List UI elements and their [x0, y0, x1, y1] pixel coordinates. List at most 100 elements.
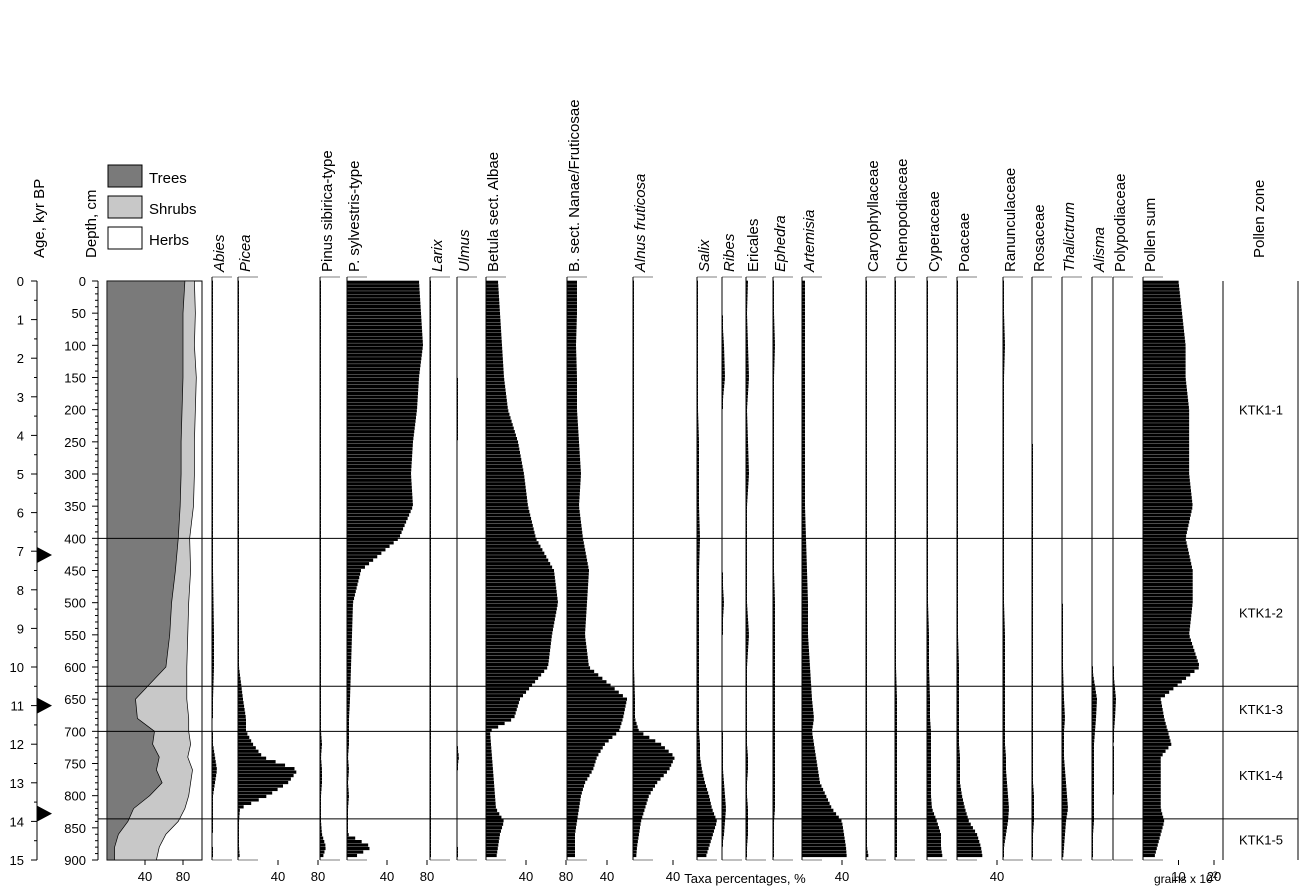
- bar-ephedra: [773, 846, 774, 851]
- bar-alnus: [633, 812, 644, 816]
- bar-cyperaceae: [927, 305, 928, 309]
- bar-alnus: [633, 666, 635, 670]
- bar-larix: [430, 395, 431, 399]
- bar-salix: [697, 419, 699, 423]
- bar-artemisia: [802, 475, 805, 479]
- bar-pinus_sibirica: [320, 833, 323, 837]
- bar-cyperaceae: [927, 593, 928, 597]
- bar-ranunculaceae: [1003, 381, 1004, 385]
- bar-ephedra: [773, 437, 774, 441]
- bar-p_sylvestris: [347, 440, 413, 444]
- bar-caryophyllaceae: [866, 787, 867, 792]
- bar-rosaceae: [1032, 763, 1033, 767]
- bar-salix: [697, 499, 699, 503]
- bar-ericales: [746, 763, 748, 767]
- bar-larix: [430, 593, 431, 597]
- bar-cyperaceae: [927, 829, 941, 833]
- bar-ericales: [746, 520, 747, 524]
- bar-ephedra: [773, 812, 775, 816]
- bar-pollen_sum: [1143, 725, 1167, 729]
- bar-picea: [238, 464, 239, 469]
- bar-alnus: [633, 346, 634, 350]
- bar-larix: [430, 652, 431, 656]
- bar-ericales: [746, 641, 749, 646]
- bar-cyperaceae: [927, 336, 928, 340]
- bar-ericales: [746, 655, 748, 660]
- bar-chenopodiaceae: [895, 353, 896, 357]
- bar-betula_albae: [486, 683, 533, 687]
- bar-chenopodiaceae: [895, 468, 896, 472]
- zone-header: Pollen zone: [1251, 180, 1268, 258]
- bar-picea: [238, 760, 276, 764]
- bar-poaceae: [957, 381, 958, 385]
- bar-salix: [697, 624, 699, 628]
- bar-p_sylvestris: [347, 655, 352, 660]
- bar-poaceae: [957, 305, 958, 309]
- bar-ephedra: [773, 496, 774, 500]
- bar-abies: [212, 593, 214, 597]
- bar-chenopodiaceae: [895, 377, 896, 382]
- bar-betula_albae: [486, 405, 508, 409]
- bar-pollen_sum: [1143, 773, 1161, 778]
- bar-betula_albae: [486, 739, 491, 743]
- bar-betula_albae: [486, 767, 493, 771]
- bar-pollen_sum: [1143, 603, 1193, 607]
- bar-chenopodiaceae: [895, 586, 896, 590]
- bar-betula_albae: [486, 648, 551, 653]
- bar-alnus: [633, 562, 634, 566]
- bar-abies: [212, 676, 214, 680]
- bar-ranunculaceae: [1003, 475, 1004, 479]
- bar-picea: [238, 395, 239, 399]
- bar-cyperaceae: [927, 746, 931, 750]
- bar-betula_nanae: [567, 537, 584, 541]
- bar-ribes: [722, 374, 725, 378]
- bar-chenopodiaceae: [895, 485, 896, 489]
- bar-picea: [238, 537, 239, 541]
- age-tick-label: 0: [17, 274, 24, 289]
- bar-ericales: [746, 443, 749, 448]
- bar-thalictrum: [1062, 798, 1068, 802]
- bar-thalictrum: [1062, 732, 1064, 736]
- bar-chenopodiaceae: [895, 704, 897, 708]
- bar-artemisia: [802, 843, 846, 847]
- bar-chenopodiaceae: [895, 794, 897, 799]
- bar-alnus: [633, 412, 634, 416]
- bar-pinus_sibirica: [320, 850, 325, 854]
- bar-ericales: [746, 683, 747, 687]
- bar-poaceae: [957, 343, 958, 347]
- bar-salix: [697, 833, 713, 837]
- bar-ephedra: [773, 475, 774, 479]
- bar-thalictrum: [1062, 760, 1065, 764]
- bar-p_sylvestris: [347, 360, 421, 364]
- bar-abies: [212, 575, 214, 580]
- bar-betula_albae: [486, 280, 499, 284]
- bar-pollen_sum: [1143, 826, 1163, 830]
- bar-ranunculaceae: [1003, 555, 1004, 559]
- bar-rosaceae: [1032, 669, 1033, 673]
- bar-thalictrum: [1062, 652, 1063, 656]
- bar-abies: [212, 329, 213, 333]
- bar-abies: [212, 787, 214, 792]
- bar-betula_nanae: [567, 669, 595, 673]
- bar-larix: [430, 544, 431, 548]
- bar-alnus: [633, 687, 635, 691]
- bar-chenopodiaceae: [895, 617, 896, 621]
- bar-chenopodiaceae: [895, 836, 897, 840]
- bar-ranunculaceae: [1003, 812, 1009, 816]
- bar-poaceae: [957, 534, 958, 538]
- bar-salix: [697, 433, 699, 437]
- bar-ranunculaceae: [1003, 329, 1005, 333]
- bar-ephedra: [773, 707, 775, 712]
- bar-pollen_sum: [1143, 454, 1190, 458]
- bar-betula_albae: [486, 641, 551, 646]
- bar-caryophyllaceae: [866, 760, 867, 764]
- bar-alnus: [633, 749, 669, 753]
- bar-thalictrum: [1062, 659, 1063, 663]
- bar-caryophyllaceae: [866, 798, 867, 802]
- bar-ericales: [746, 819, 748, 823]
- bar-cyperaceae: [927, 298, 928, 302]
- bar-abies: [212, 405, 213, 409]
- bar-chenopodiaceae: [895, 454, 896, 458]
- bar-alnus: [633, 440, 634, 444]
- bar-pinus_sibirica: [320, 294, 321, 298]
